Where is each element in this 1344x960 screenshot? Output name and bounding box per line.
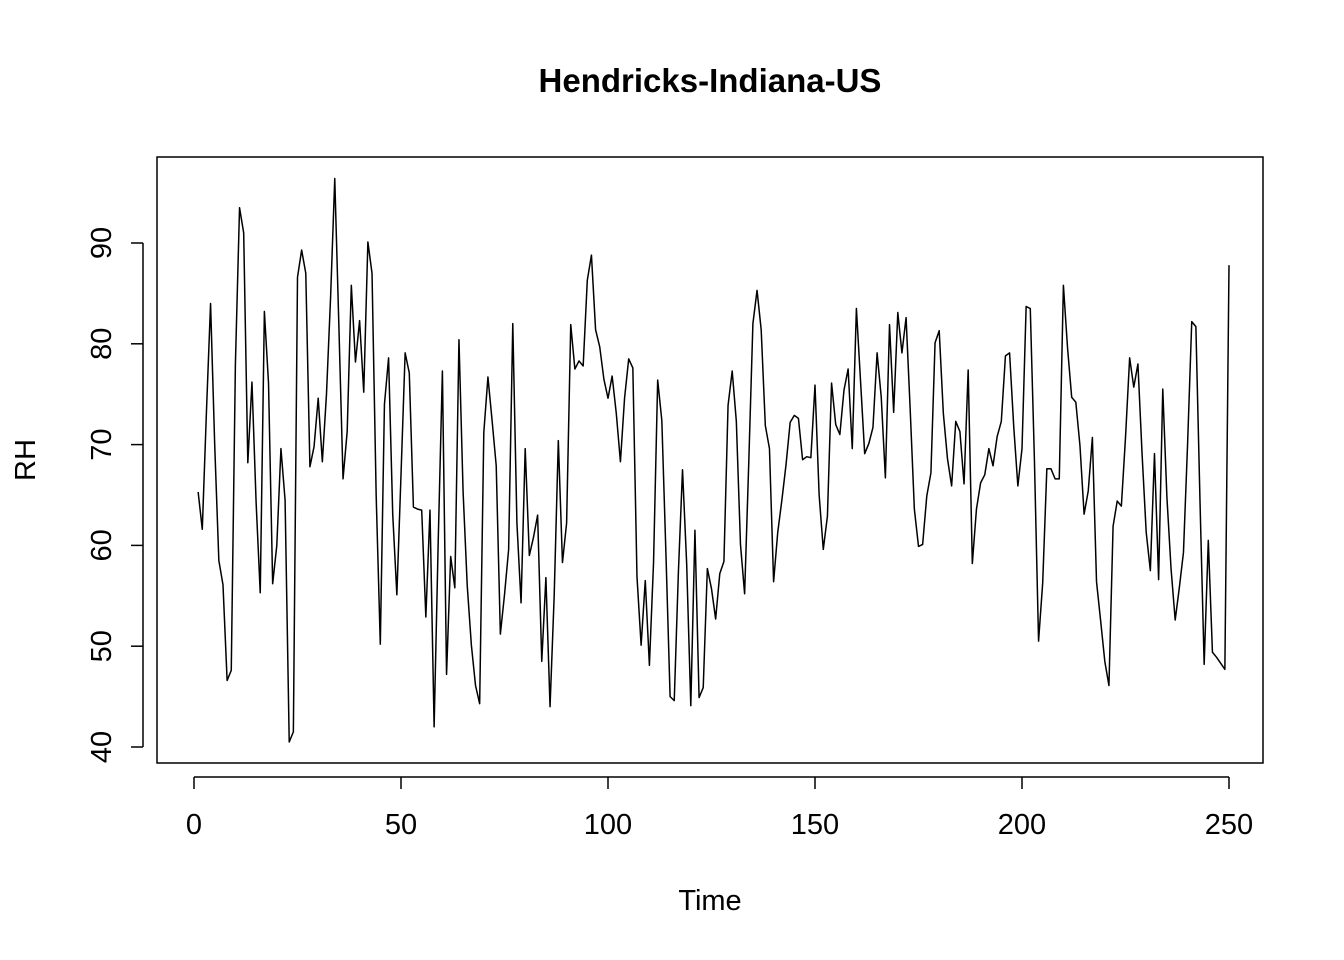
x-axis-label: Time <box>678 885 741 917</box>
series-line <box>197 177 1230 743</box>
plot-frame <box>156 156 1264 764</box>
x-tick-label: 150 <box>791 809 839 841</box>
x-axis: 0 50 100 150 200 250 <box>186 776 1253 841</box>
x-tick-label: 50 <box>385 809 417 841</box>
y-axis: 40 50 60 70 80 90 <box>86 227 144 763</box>
y-tick-label: 60 <box>86 529 118 561</box>
y-tick-label: 50 <box>86 630 118 662</box>
x-tick-label: 100 <box>584 809 632 841</box>
x-tick-label: 200 <box>998 809 1046 841</box>
x-tick-label: 250 <box>1205 809 1253 841</box>
x-tick-label: 0 <box>186 809 202 841</box>
y-tick-label: 90 <box>86 227 118 259</box>
chart-title: Hendricks-Indiana-US <box>539 62 882 99</box>
y-tick-label: 80 <box>86 328 118 360</box>
y-tick-label: 40 <box>86 731 118 763</box>
y-tick-label: 70 <box>86 428 118 460</box>
y-axis-label: RH <box>10 439 42 481</box>
